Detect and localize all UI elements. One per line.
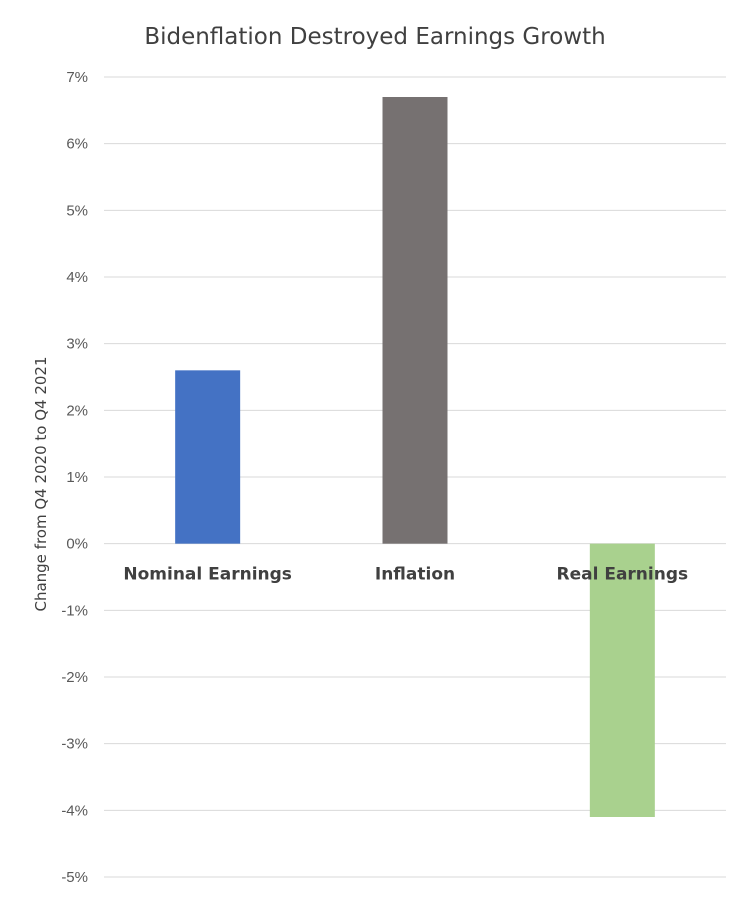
y-tick-label: 0%: [66, 536, 88, 553]
y-tick-label: 3%: [66, 336, 88, 353]
category-label: Nominal Earnings: [123, 565, 292, 585]
y-tick-label: 5%: [66, 202, 88, 219]
bar-inflation: [382, 97, 448, 544]
y-tick-label: -1%: [61, 602, 88, 619]
category-label: Real Earnings: [557, 565, 689, 585]
y-axis-ticks: 7% 6% 5% 4% 3% 2% 1% 0% -1% -2% -3% -4% -5%: [61, 69, 88, 886]
y-tick-label: 2%: [66, 402, 88, 419]
y-tick-label: -3%: [61, 736, 88, 753]
chart-title: Bidenflation Destroyed Earnings Growth: [144, 24, 605, 50]
y-axis-label: Change from Q4 2020 to Q4 2021: [32, 356, 50, 611]
y-tick-label: -4%: [61, 802, 88, 819]
y-tick-label: 7%: [66, 69, 88, 86]
bar-real-earnings: [589, 543, 655, 817]
bar-nominal-earnings: [175, 370, 241, 544]
y-tick-label: -5%: [61, 869, 88, 886]
y-tick-label: 4%: [66, 269, 88, 286]
category-labels: Nominal Earnings Inflation Real Earnings: [123, 565, 688, 585]
category-label: Inflation: [375, 565, 455, 585]
bars: [175, 97, 655, 817]
y-tick-label: 1%: [66, 469, 88, 486]
y-tick-label: -2%: [61, 669, 88, 686]
y-tick-label: 6%: [66, 136, 88, 153]
